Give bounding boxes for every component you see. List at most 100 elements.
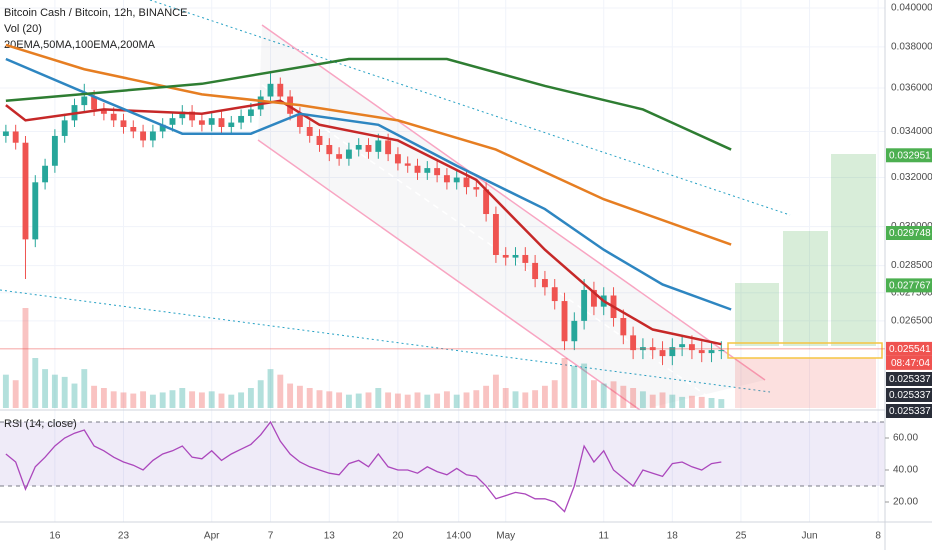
candle-body <box>277 83 284 97</box>
volume-bar <box>502 388 509 408</box>
candle-body <box>296 113 303 128</box>
candle-body <box>502 254 509 258</box>
volume-bar <box>228 394 235 408</box>
candle-body <box>120 120 127 128</box>
volume-bar <box>590 380 597 408</box>
volume-bar <box>453 394 460 408</box>
x-tick-label: 23 <box>118 531 130 542</box>
candle-body <box>463 177 470 188</box>
candle-body <box>414 165 421 173</box>
candle-body <box>198 120 205 125</box>
volume-bar <box>375 388 382 408</box>
y-tick-label: 0.040000 <box>891 3 932 14</box>
ema-line <box>5 57 732 151</box>
candle-body <box>492 214 499 255</box>
forecast-box <box>735 283 779 346</box>
indicator-label: 20EMA,50MA,100EMA,200MA <box>4 39 156 51</box>
volume-bar <box>238 392 245 408</box>
rsi-line <box>5 420 722 513</box>
volume-bar <box>189 391 196 408</box>
volume-bar <box>394 393 401 408</box>
candle-body <box>483 189 490 215</box>
volume-bar <box>336 392 343 408</box>
volume-bar <box>718 399 725 408</box>
y-tick-label: 60.00 <box>893 433 918 444</box>
price-tag <box>886 372 932 386</box>
candle-body <box>659 350 666 357</box>
marks <box>0 43 885 513</box>
candle-body <box>306 127 313 136</box>
candle-body <box>267 83 274 97</box>
candle-body <box>679 344 686 348</box>
candle-body <box>22 142 29 240</box>
candle-body <box>512 254 519 258</box>
price-tag-label: 0.025337 <box>889 390 931 401</box>
rsi-band <box>0 422 885 486</box>
volume-bar <box>110 391 117 408</box>
candle-body <box>51 135 58 166</box>
volume-bar <box>287 383 294 408</box>
price-tag <box>886 278 932 293</box>
volume-bar <box>277 374 284 408</box>
volume-bar <box>571 365 578 408</box>
candle-body <box>238 115 245 123</box>
x-tick-label: 16 <box>49 531 61 542</box>
volume-bar <box>140 391 147 408</box>
candle-body <box>208 118 215 125</box>
channel-line <box>261 24 766 381</box>
ema-line <box>5 99 722 346</box>
rsi-label: RSI (14, close) <box>4 418 77 430</box>
volume-bar <box>561 358 568 408</box>
volume-bar <box>698 396 705 408</box>
y-tick-label: 0.034000 <box>891 126 932 137</box>
price-tag-label: 0.025541 <box>889 344 931 355</box>
volume-bar <box>306 388 313 408</box>
volume-bar <box>404 394 411 408</box>
volume-bar <box>483 385 490 408</box>
candle-body <box>688 344 695 351</box>
price-tag <box>886 226 932 241</box>
volume-bar <box>296 385 303 408</box>
x-tick-label: Apr <box>204 531 220 542</box>
volume-bar <box>12 380 19 408</box>
volume-bar <box>100 388 107 408</box>
price-tag-label: 0.027767 <box>889 281 931 292</box>
candle-body <box>581 289 588 321</box>
candle-body <box>561 301 568 342</box>
candle-body <box>375 140 382 152</box>
channel-line <box>257 139 641 411</box>
candle-body <box>718 350 725 352</box>
volume-bar <box>326 391 333 408</box>
candle-body <box>620 318 627 336</box>
volume-bar <box>414 392 421 408</box>
forecast-box <box>831 154 876 346</box>
candle-body <box>473 187 480 190</box>
volume-bar <box>385 392 392 408</box>
candle-body <box>355 144 362 150</box>
grid <box>0 0 885 522</box>
volume-bar <box>345 394 352 408</box>
volume-bar <box>218 393 225 408</box>
x-tick-label: 13 <box>324 531 336 542</box>
volume-bar <box>581 363 588 408</box>
candle-body <box>218 118 225 128</box>
candle-body <box>571 320 578 342</box>
candle-body <box>32 182 39 240</box>
candle-body <box>394 154 401 164</box>
candle-body <box>81 96 88 106</box>
candle-body <box>541 279 548 288</box>
candle-body <box>100 109 107 114</box>
volume-bar <box>551 380 558 408</box>
candle-body <box>12 131 19 143</box>
price-tag-label: 0.032951 <box>889 150 931 161</box>
ema-line <box>5 57 732 311</box>
candle-body <box>630 335 637 351</box>
volume-bar <box>443 391 450 408</box>
volume-bar <box>473 390 480 408</box>
volume-bar <box>620 385 627 408</box>
volume-bar <box>91 385 98 408</box>
volume-bar <box>649 394 656 408</box>
candle-body <box>453 177 460 183</box>
volume-bar <box>522 392 529 408</box>
volume-bar <box>159 392 166 408</box>
